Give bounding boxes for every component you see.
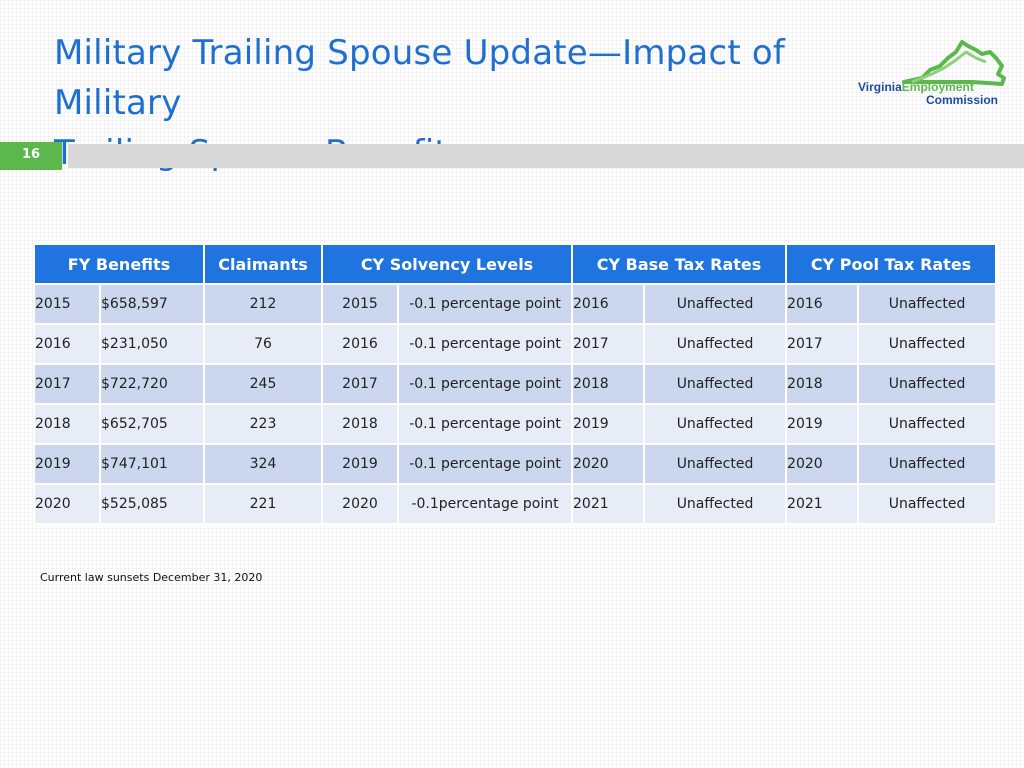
- solvency-year-cell: 2016: [321, 323, 399, 365]
- fy-year-cell: 2017: [33, 363, 101, 405]
- fy-year-cell: 2016: [33, 323, 101, 365]
- table-row: 2017 $722,720 245 2017 -0.1 percentage p…: [33, 363, 998, 405]
- logo-word-commission: Commission: [926, 93, 999, 107]
- header-cy-solvency-levels: CY Solvency Levels: [320, 243, 574, 285]
- pool-tax-year-cell: 2016: [785, 283, 860, 325]
- benefits-amount-cell: $525,085: [99, 483, 205, 525]
- pool-tax-rate-cell: Unaffected: [857, 443, 998, 485]
- fy-year-cell: 2015: [33, 283, 101, 325]
- pool-tax-rate-cell: Unaffected: [857, 483, 998, 525]
- benefits-amount-cell: $652,705: [99, 403, 205, 445]
- benefits-amount-cell: $747,101: [99, 443, 205, 485]
- header-cy-pool-tax-rates: CY Pool Tax Rates: [785, 243, 998, 285]
- base-tax-rate-cell: Unaffected: [643, 483, 788, 525]
- slide-number-bar: 16: [0, 142, 1024, 170]
- pool-tax-year-cell: 2020: [785, 443, 860, 485]
- solvency-level-cell: -0.1 percentage point: [396, 283, 574, 325]
- base-tax-year-cell: 2021: [571, 483, 646, 525]
- benefits-amount-cell: $658,597: [99, 283, 205, 325]
- pool-tax-rate-cell: Unaffected: [857, 363, 998, 405]
- solvency-year-cell: 2020: [321, 483, 399, 525]
- table-header-row: FY Benefits Claimants CY Solvency Levels…: [33, 243, 998, 285]
- table-row: 2019 $747,101 324 2019 -0.1 percentage p…: [33, 443, 998, 485]
- claimants-cell: 212: [203, 283, 323, 325]
- benefits-amount-cell: $722,720: [99, 363, 205, 405]
- fy-year-cell: 2020: [33, 483, 101, 525]
- pool-tax-year-cell: 2021: [785, 483, 860, 525]
- base-tax-year-cell: 2017: [571, 323, 646, 365]
- solvency-year-cell: 2018: [321, 403, 399, 445]
- slide-divider-bar: [68, 144, 1024, 168]
- table-row: 2016 $231,050 76 2016 -0.1 percentage po…: [33, 323, 998, 365]
- benefits-amount-cell: $231,050: [99, 323, 205, 365]
- base-tax-rate-cell: Unaffected: [643, 403, 788, 445]
- claimants-cell: 245: [203, 363, 323, 405]
- table-row: 2018 $652,705 223 2018 -0.1 percentage p…: [33, 403, 998, 445]
- table-row: 2020 $525,085 221 2020 -0.1percentage po…: [33, 483, 998, 525]
- benefits-impact-table: FY Benefits Claimants CY Solvency Levels…: [33, 243, 998, 525]
- base-tax-rate-cell: Unaffected: [643, 363, 788, 405]
- slide-title-line-1: Military Trailing Spouse Update—Impact o…: [54, 33, 786, 123]
- pool-tax-year-cell: 2017: [785, 323, 860, 365]
- solvency-year-cell: 2019: [321, 443, 399, 485]
- header-cy-base-tax-rates: CY Base Tax Rates: [571, 243, 788, 285]
- claimants-cell: 221: [203, 483, 323, 525]
- base-tax-year-cell: 2020: [571, 443, 646, 485]
- base-tax-year-cell: 2019: [571, 403, 646, 445]
- base-tax-rate-cell: Unaffected: [643, 443, 788, 485]
- table-row: 2015 $658,597 212 2015 -0.1 percentage p…: [33, 283, 998, 325]
- base-tax-year-cell: 2016: [571, 283, 646, 325]
- footnote: Current law sunsets December 31, 2020: [40, 571, 263, 584]
- header-claimants: Claimants: [203, 243, 323, 285]
- claimants-cell: 76: [203, 323, 323, 365]
- pool-tax-rate-cell: Unaffected: [857, 403, 998, 445]
- slide-number: 16: [0, 142, 62, 170]
- logo-word-virginia: Virginia: [858, 80, 902, 94]
- header-fy-benefits: FY Benefits: [33, 243, 205, 285]
- vec-logo: VirginiaEmployment Commission: [852, 38, 1012, 110]
- solvency-level-cell: -0.1 percentage point: [396, 323, 574, 365]
- solvency-year-cell: 2017: [321, 363, 399, 405]
- solvency-level-cell: -0.1 percentage point: [396, 363, 574, 405]
- solvency-level-cell: -0.1 percentage point: [396, 403, 574, 445]
- pool-tax-year-cell: 2019: [785, 403, 860, 445]
- virginia-state-outline-icon: [902, 40, 1006, 86]
- logo-word-employment: Employment: [901, 80, 974, 94]
- solvency-level-cell: -0.1 percentage point: [396, 443, 574, 485]
- pool-tax-rate-cell: Unaffected: [857, 283, 998, 325]
- claimants-cell: 223: [203, 403, 323, 445]
- solvency-level-cell: -0.1percentage point: [396, 483, 574, 525]
- fy-year-cell: 2019: [33, 443, 101, 485]
- fy-year-cell: 2018: [33, 403, 101, 445]
- logo-text: VirginiaEmployment Commission: [852, 81, 1002, 107]
- claimants-cell: 324: [203, 443, 323, 485]
- solvency-year-cell: 2015: [321, 283, 399, 325]
- base-tax-rate-cell: Unaffected: [643, 323, 788, 365]
- base-tax-year-cell: 2018: [571, 363, 646, 405]
- pool-tax-rate-cell: Unaffected: [857, 323, 998, 365]
- base-tax-rate-cell: Unaffected: [643, 283, 788, 325]
- pool-tax-year-cell: 2018: [785, 363, 860, 405]
